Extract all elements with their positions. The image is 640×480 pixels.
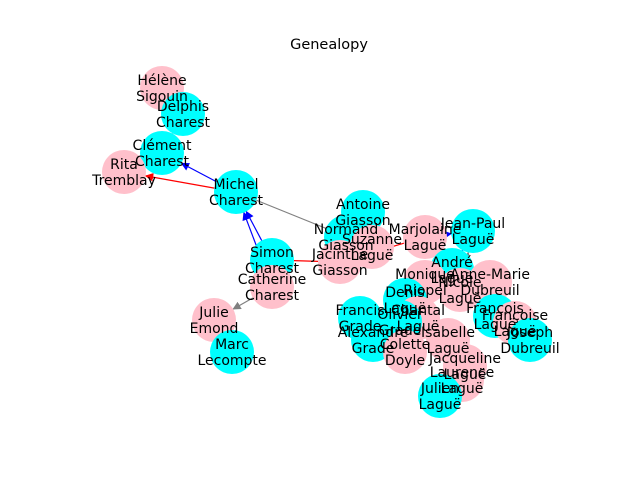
node-label: Francis Grade — [335, 303, 384, 335]
node-label: Suzanne Laguë — [342, 232, 402, 264]
node-circle — [102, 150, 146, 194]
node-label: Françoise Laguë — [482, 308, 548, 340]
node-marjolaine[interactable] — [403, 215, 447, 259]
node-jacinthe[interactable] — [318, 240, 362, 284]
edge-marjolaine-jeanpaul — [443, 230, 453, 239]
node-delphis[interactable] — [161, 92, 205, 136]
node-label: Monique Riopel — [395, 267, 455, 299]
node-circle — [214, 170, 258, 214]
node-michel[interactable] — [214, 170, 258, 214]
node-label: Jean-Paul Laguë — [440, 216, 505, 248]
node-circle — [140, 131, 184, 175]
node-label: Michel Charest — [209, 177, 264, 209]
node-label: Olivier Grade — [377, 307, 423, 339]
edge-catherine-julie — [232, 297, 254, 310]
node-label: Hélène Sigouin — [136, 73, 188, 105]
node-joseph[interactable] — [508, 318, 552, 362]
node-nicole[interactable] — [438, 268, 482, 312]
node-circle — [318, 240, 362, 284]
node-julie[interactable] — [192, 298, 236, 342]
graph-title: Genealopy — [290, 37, 368, 53]
node-rita[interactable] — [102, 150, 146, 194]
node-circle — [161, 92, 205, 136]
node-label: Jacqueline Laguë — [428, 351, 501, 383]
node-circle — [210, 330, 254, 374]
node-label: Julie Emond — [190, 305, 239, 337]
node-jeanpaul[interactable] — [451, 209, 495, 253]
node-circle — [383, 330, 427, 374]
node-marc[interactable] — [210, 330, 254, 374]
node-circle — [508, 318, 552, 362]
node-clement[interactable] — [140, 131, 184, 175]
node-label: Simon Charest — [245, 245, 300, 277]
node-label: Clément Charest — [133, 138, 192, 170]
node-circle — [438, 268, 482, 312]
node-label: Isabelle Laguë — [421, 325, 475, 357]
node-label: Nicole Laguë — [438, 275, 481, 307]
edge-michel-clement — [180, 162, 217, 183]
node-colette[interactable] — [383, 330, 427, 374]
node-label: Alexandre Grade — [338, 325, 409, 357]
node-label: Catherine Charest — [238, 272, 306, 304]
node-circle — [403, 215, 447, 259]
node-label: Jacinthe Giasson — [311, 247, 368, 279]
node-circle — [192, 298, 236, 342]
node-circle — [451, 209, 495, 253]
node-label: Joseph Dubreuil — [500, 325, 559, 357]
node-label: Anne-Marie Dubreuil — [450, 267, 530, 299]
node-label: Marc Lecompte — [197, 337, 266, 369]
node-circle — [418, 374, 462, 418]
edge-simon-jacinthe — [293, 260, 319, 262]
node-label: Julien Laguë — [419, 381, 462, 413]
node-label: André Laguë — [431, 255, 474, 287]
node-label: Delphis Charest — [156, 99, 211, 131]
edge-michel-rita — [144, 173, 215, 189]
node-catherine[interactable] — [250, 265, 294, 309]
node-label: Colette Doyle — [380, 337, 430, 369]
node-circle — [250, 265, 294, 309]
node-label: François Laguë — [466, 301, 524, 333]
node-label: Denis Laguë — [384, 285, 427, 317]
node-label: Normand Giasson — [314, 222, 379, 254]
node-julien[interactable] — [418, 374, 462, 418]
node-label: Chantal Laguë — [391, 303, 445, 335]
node-label: Antoine Giasson — [335, 197, 390, 229]
node-label: Marjolaine Laguë — [389, 222, 462, 254]
node-label: Laurence Laguë — [430, 365, 495, 397]
node-label: Rita Tremblay — [91, 157, 156, 189]
